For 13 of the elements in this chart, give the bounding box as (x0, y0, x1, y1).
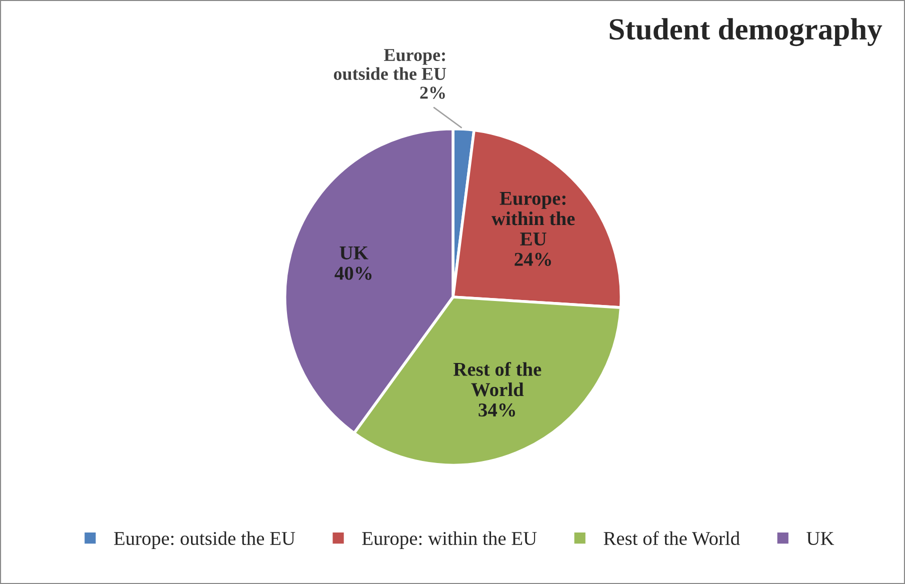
legend-label: Rest of the World (604, 531, 740, 546)
legend-label: Europe: within the EU (362, 531, 537, 549)
data-label: 24% (514, 252, 551, 266)
legend-label: Europe: outside the EU (114, 531, 296, 549)
data-label: 40% (334, 266, 372, 280)
data-label: 34% (478, 403, 516, 417)
slice-label: Europe: within the EU (492, 192, 575, 246)
slice-label: Rest of the World (453, 362, 542, 396)
legend-label: UK (806, 532, 834, 546)
slice-label: Europe: outside the EU (334, 49, 446, 80)
slice-label: UK (340, 246, 368, 260)
data-label: 2% (420, 86, 445, 99)
chart-title: Student demography (610, 18, 882, 46)
